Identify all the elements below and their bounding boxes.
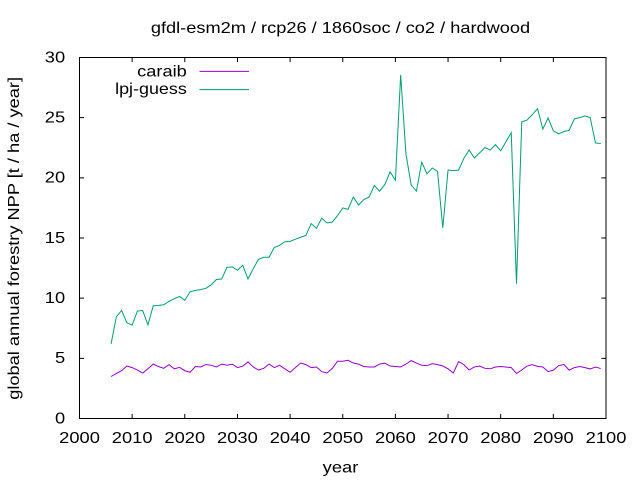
svg-text:15: 15 <box>45 230 65 247</box>
svg-text:20: 20 <box>45 170 65 187</box>
svg-text:2070: 2070 <box>428 430 469 447</box>
svg-text:0: 0 <box>55 410 65 427</box>
svg-text:10: 10 <box>45 290 65 307</box>
svg-text:2090: 2090 <box>533 430 574 447</box>
svg-text:lpj-guess: lpj-guess <box>115 81 187 98</box>
svg-text:2080: 2080 <box>480 430 521 447</box>
svg-text:2040: 2040 <box>270 430 311 447</box>
svg-text:global annual forestry NPP [t: global annual forestry NPP [t / ha / yea… <box>6 77 23 400</box>
svg-text:2000: 2000 <box>59 430 100 447</box>
svg-text:2020: 2020 <box>164 430 205 447</box>
svg-text:25: 25 <box>45 109 65 126</box>
svg-text:2100: 2100 <box>586 430 627 447</box>
svg-text:5: 5 <box>55 350 65 367</box>
svg-text:2030: 2030 <box>217 430 258 447</box>
svg-text:2050: 2050 <box>322 430 363 447</box>
svg-text:year: year <box>323 459 359 476</box>
svg-text:caraib: caraib <box>137 63 187 80</box>
svg-text:2010: 2010 <box>112 430 153 447</box>
svg-text:2060: 2060 <box>375 430 416 447</box>
svg-text:30: 30 <box>45 49 65 66</box>
svg-text:gfdl-esm2m / rcp26 / 1860soc /: gfdl-esm2m / rcp26 / 1860soc / co2 / har… <box>151 20 530 37</box>
